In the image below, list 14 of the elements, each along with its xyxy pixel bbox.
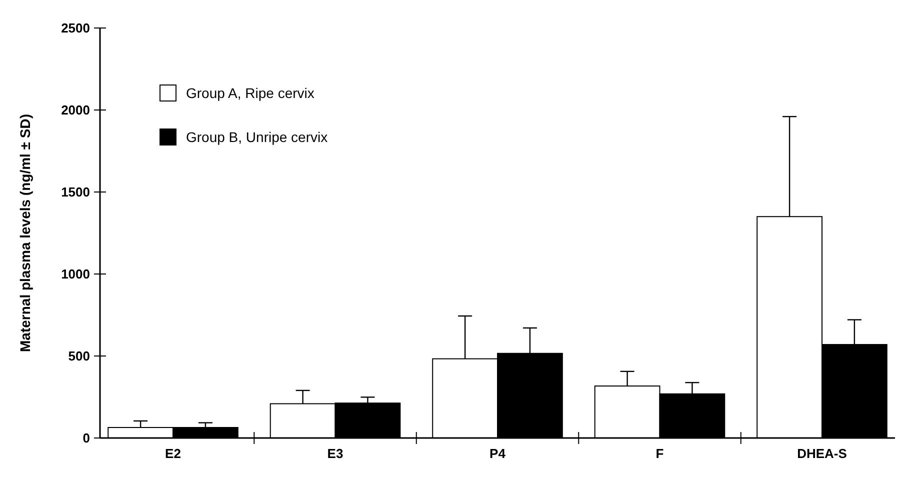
y-tick-label: 0: [82, 430, 90, 446]
legend-label: Group A, Ripe cervix: [186, 84, 314, 101]
y-tick-label: 2000: [61, 102, 90, 118]
y-tick-label: 1500: [61, 184, 90, 200]
x-tick-label: P4: [490, 446, 506, 461]
y-tick-label: 2500: [61, 20, 90, 36]
x-tick-label: DHEA-S: [797, 446, 848, 461]
x-tick-label: E3: [327, 446, 344, 461]
x-tick-label: F: [656, 446, 664, 461]
y-axis-title: Maternal plasma levels (ng/ml ± SD): [17, 114, 33, 352]
y-tick-label: 1000: [61, 266, 90, 282]
x-tick-label: E2: [165, 446, 181, 461]
legend-label: Group B, Unripe cervix: [186, 128, 328, 145]
y-tick-label: 500: [68, 348, 90, 364]
